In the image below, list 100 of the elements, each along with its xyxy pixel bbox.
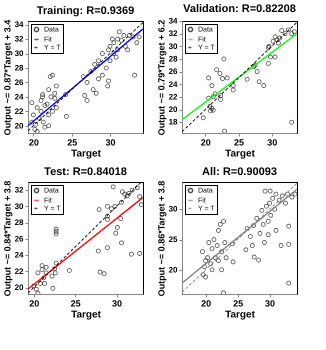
point <box>109 206 114 212</box>
point <box>244 226 250 232</box>
x-tick-label: 30 <box>112 298 122 308</box>
point <box>286 27 291 32</box>
point <box>270 38 276 44</box>
y-tick-label: 20 <box>14 283 24 292</box>
point <box>289 120 294 125</box>
point <box>44 264 49 270</box>
x-tick-label: 25 <box>70 298 81 308</box>
point <box>280 194 285 198</box>
y-tick-label: 22 <box>168 92 178 102</box>
point <box>210 94 216 100</box>
point <box>38 281 43 286</box>
point <box>210 267 214 272</box>
point <box>205 255 210 260</box>
point <box>98 270 102 274</box>
point <box>210 246 214 251</box>
point <box>221 290 226 294</box>
y-tick-label: 20 <box>168 265 178 274</box>
point <box>267 200 272 206</box>
point <box>286 242 292 247</box>
point <box>122 192 128 197</box>
point <box>256 79 262 84</box>
point <box>212 237 216 242</box>
point <box>120 189 125 194</box>
y-tick-label: 25 <box>168 235 178 244</box>
point <box>212 255 218 260</box>
point <box>283 200 288 206</box>
y-axis-title: Output ~= 0.86*Target + 3.8 <box>156 180 167 296</box>
point <box>126 190 132 196</box>
point <box>250 243 255 248</box>
point <box>206 96 211 101</box>
point <box>210 83 214 88</box>
point <box>54 229 59 234</box>
point <box>52 266 57 272</box>
point <box>36 290 40 294</box>
point <box>230 83 236 88</box>
y-tick-label: 24 <box>14 92 24 102</box>
point <box>105 245 110 250</box>
point <box>105 204 110 209</box>
point <box>276 40 281 46</box>
point <box>289 31 294 36</box>
chart-title: Test: R=0.84018 <box>44 166 127 178</box>
x-tick-label: 20 <box>29 298 40 308</box>
x-tick-label: 30 <box>265 298 276 308</box>
point <box>50 274 54 279</box>
point <box>206 240 212 245</box>
point <box>110 184 116 190</box>
point <box>105 214 110 218</box>
x-axis-title: Target <box>71 148 102 160</box>
point <box>31 283 36 288</box>
point <box>278 243 284 248</box>
y-tick-label: 18 <box>168 118 178 127</box>
point <box>268 54 273 60</box>
y-tick-label: 30 <box>168 204 178 214</box>
point <box>272 54 278 60</box>
point <box>208 108 213 114</box>
point <box>262 188 268 194</box>
point <box>216 258 221 264</box>
point <box>268 188 273 194</box>
point <box>218 97 223 102</box>
x-tick-label: 25 <box>233 298 244 308</box>
y-tick-label: 24 <box>14 250 24 260</box>
point <box>256 258 262 262</box>
y-tick-label: 32 <box>14 186 24 195</box>
y-tick-label: 34 <box>168 16 178 26</box>
point <box>218 222 223 227</box>
point <box>200 249 205 254</box>
point <box>36 270 40 276</box>
point <box>212 91 218 96</box>
x-axis-title: Target <box>71 310 102 320</box>
point <box>222 128 227 133</box>
x-tick-label: 30 <box>267 138 278 148</box>
point <box>254 69 260 74</box>
point <box>214 243 220 248</box>
point <box>105 216 110 222</box>
y-tick-label: 28 <box>14 218 24 228</box>
point <box>219 267 224 272</box>
y-tick-label: 32 <box>168 29 178 38</box>
x-tick-label: 20 <box>28 138 39 148</box>
point <box>266 218 271 224</box>
point <box>200 115 206 120</box>
point <box>124 193 130 198</box>
point <box>243 247 248 252</box>
point <box>251 223 256 228</box>
point <box>203 274 208 280</box>
point <box>202 264 207 270</box>
point <box>219 249 224 254</box>
point <box>279 28 284 33</box>
y-tick-label: 20 <box>14 121 24 130</box>
chart-title: Validation: R=0.82208 <box>183 3 296 15</box>
point <box>272 34 278 40</box>
point <box>137 194 142 200</box>
y-tick-label: 30 <box>14 49 24 58</box>
point <box>230 260 236 264</box>
point <box>54 226 59 232</box>
point <box>54 232 59 236</box>
y-tick-label: 30 <box>168 42 178 51</box>
point <box>274 192 278 197</box>
x-tick-label: 25 <box>67 138 78 148</box>
